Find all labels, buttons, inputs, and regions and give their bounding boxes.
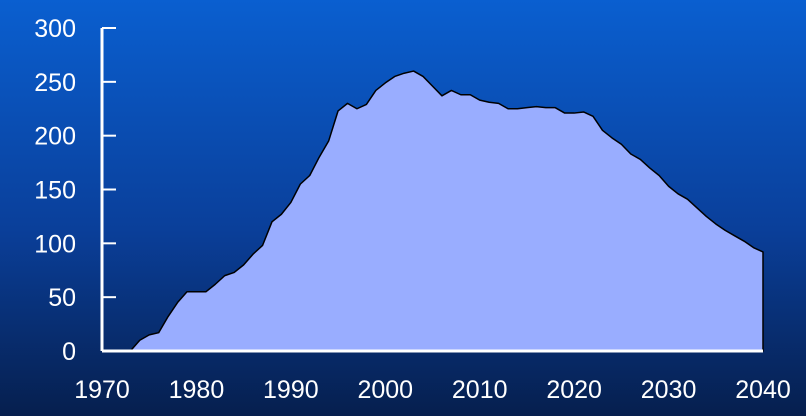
y-tick-label: 0 [62,338,76,366]
x-tick-label: 1970 [74,376,130,404]
x-tick-label: 2040 [735,376,791,404]
x-tick-label: 2020 [546,376,602,404]
area-series [129,70,764,352]
x-tick-label: 1990 [263,376,319,404]
x-tick-label: 2000 [357,376,413,404]
x-tick-label: 2010 [452,376,508,404]
y-tick-label: 250 [34,69,76,97]
y-tick-label: 50 [48,284,76,312]
x-tick-label: 1980 [169,376,225,404]
x-axis-ticks: 1970 1980 1990 2000 2010 2020 2030 2040 [74,376,791,404]
y-tick-label: 150 [34,177,76,205]
x-tick-label: 2030 [641,376,697,404]
y-tick-label: 200 [34,123,76,151]
y-tick-label: 100 [34,230,76,258]
y-axis-ticks: 0 50 100 150 200 250 300 [34,15,116,366]
y-tick-label: 300 [34,15,76,43]
